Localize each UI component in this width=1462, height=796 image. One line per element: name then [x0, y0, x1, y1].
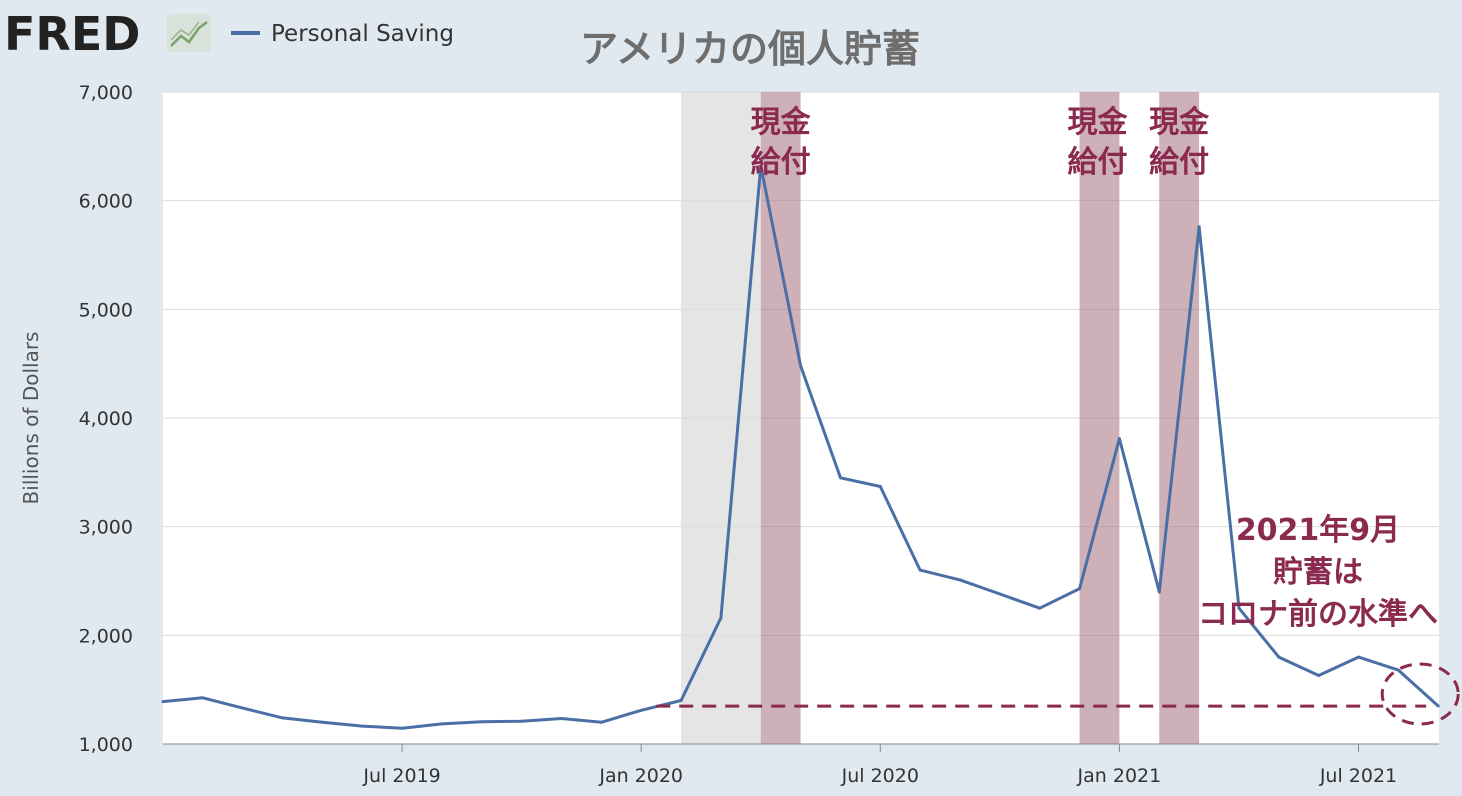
y-tick-label: 3,000	[79, 517, 133, 539]
data-point	[1117, 437, 1121, 441]
x-tick-label: Jan 2021	[1077, 765, 1162, 787]
fred-logo: FRED	[4, 7, 140, 61]
legend-label: Personal Saving	[271, 21, 454, 47]
data-point	[918, 568, 922, 572]
data-point	[759, 164, 763, 168]
data-point	[201, 696, 205, 700]
data-point	[161, 700, 165, 704]
fred-graph-icon	[167, 14, 211, 52]
highlight-circle	[1380, 662, 1460, 726]
cash-payment-band	[1079, 92, 1120, 744]
data-point	[639, 708, 643, 712]
data-point	[360, 724, 364, 728]
data-point	[838, 476, 842, 480]
y-tick-label: 5,000	[79, 299, 133, 321]
data-point	[1357, 655, 1360, 659]
data-point	[320, 720, 324, 724]
y-tick-label: 4,000	[79, 408, 133, 430]
annotation-text: 給付	[1149, 145, 1209, 180]
data-point	[799, 364, 803, 368]
data-point	[1396, 668, 1400, 672]
annotation-text: 現金	[751, 105, 812, 140]
data-point	[1157, 590, 1161, 594]
data-point	[400, 726, 404, 730]
chart-title: アメリカの個人貯蓄	[580, 27, 920, 71]
y-axis-title: Billions of Dollars	[19, 332, 43, 505]
data-point	[998, 592, 1002, 596]
data-point	[560, 716, 563, 720]
y-tick-label: 7,000	[79, 82, 133, 104]
data-point	[1436, 704, 1440, 708]
data-point	[480, 720, 484, 724]
data-point	[1197, 225, 1201, 229]
data-point	[1277, 655, 1281, 659]
data-point	[1237, 606, 1241, 610]
data-point	[719, 616, 723, 620]
y-tick-label: 2,000	[79, 625, 133, 647]
data-point	[1078, 587, 1082, 591]
data-point	[1317, 674, 1321, 678]
x-tick-label: Jul 2019	[362, 765, 440, 787]
data-point	[599, 720, 603, 724]
annotation-text: 貯蓄は	[1273, 555, 1363, 590]
annotation-text: 給付	[751, 145, 811, 180]
annotation-text: 現金	[1149, 105, 1210, 140]
x-tick-label: Jul 2021	[1319, 765, 1397, 787]
data-point	[241, 706, 245, 710]
y-tick-label: 1,000	[79, 734, 133, 756]
x-tick-label: Jan 2020	[598, 765, 683, 787]
annotation-text: 給付	[1067, 145, 1127, 180]
annotation-text: 現金	[1067, 105, 1128, 140]
y-tick-label: 6,000	[79, 191, 133, 213]
annotation-text: 2021年9月	[1236, 513, 1400, 548]
data-point	[878, 484, 882, 488]
annotation-text: コロナ前の水準へ	[1198, 597, 1438, 632]
data-point	[958, 578, 962, 582]
data-point	[679, 699, 683, 703]
data-point	[1038, 606, 1042, 610]
data-point	[440, 722, 444, 726]
x-tick-label: Jul 2020	[841, 765, 919, 787]
data-point	[281, 716, 285, 720]
data-point	[520, 719, 524, 723]
